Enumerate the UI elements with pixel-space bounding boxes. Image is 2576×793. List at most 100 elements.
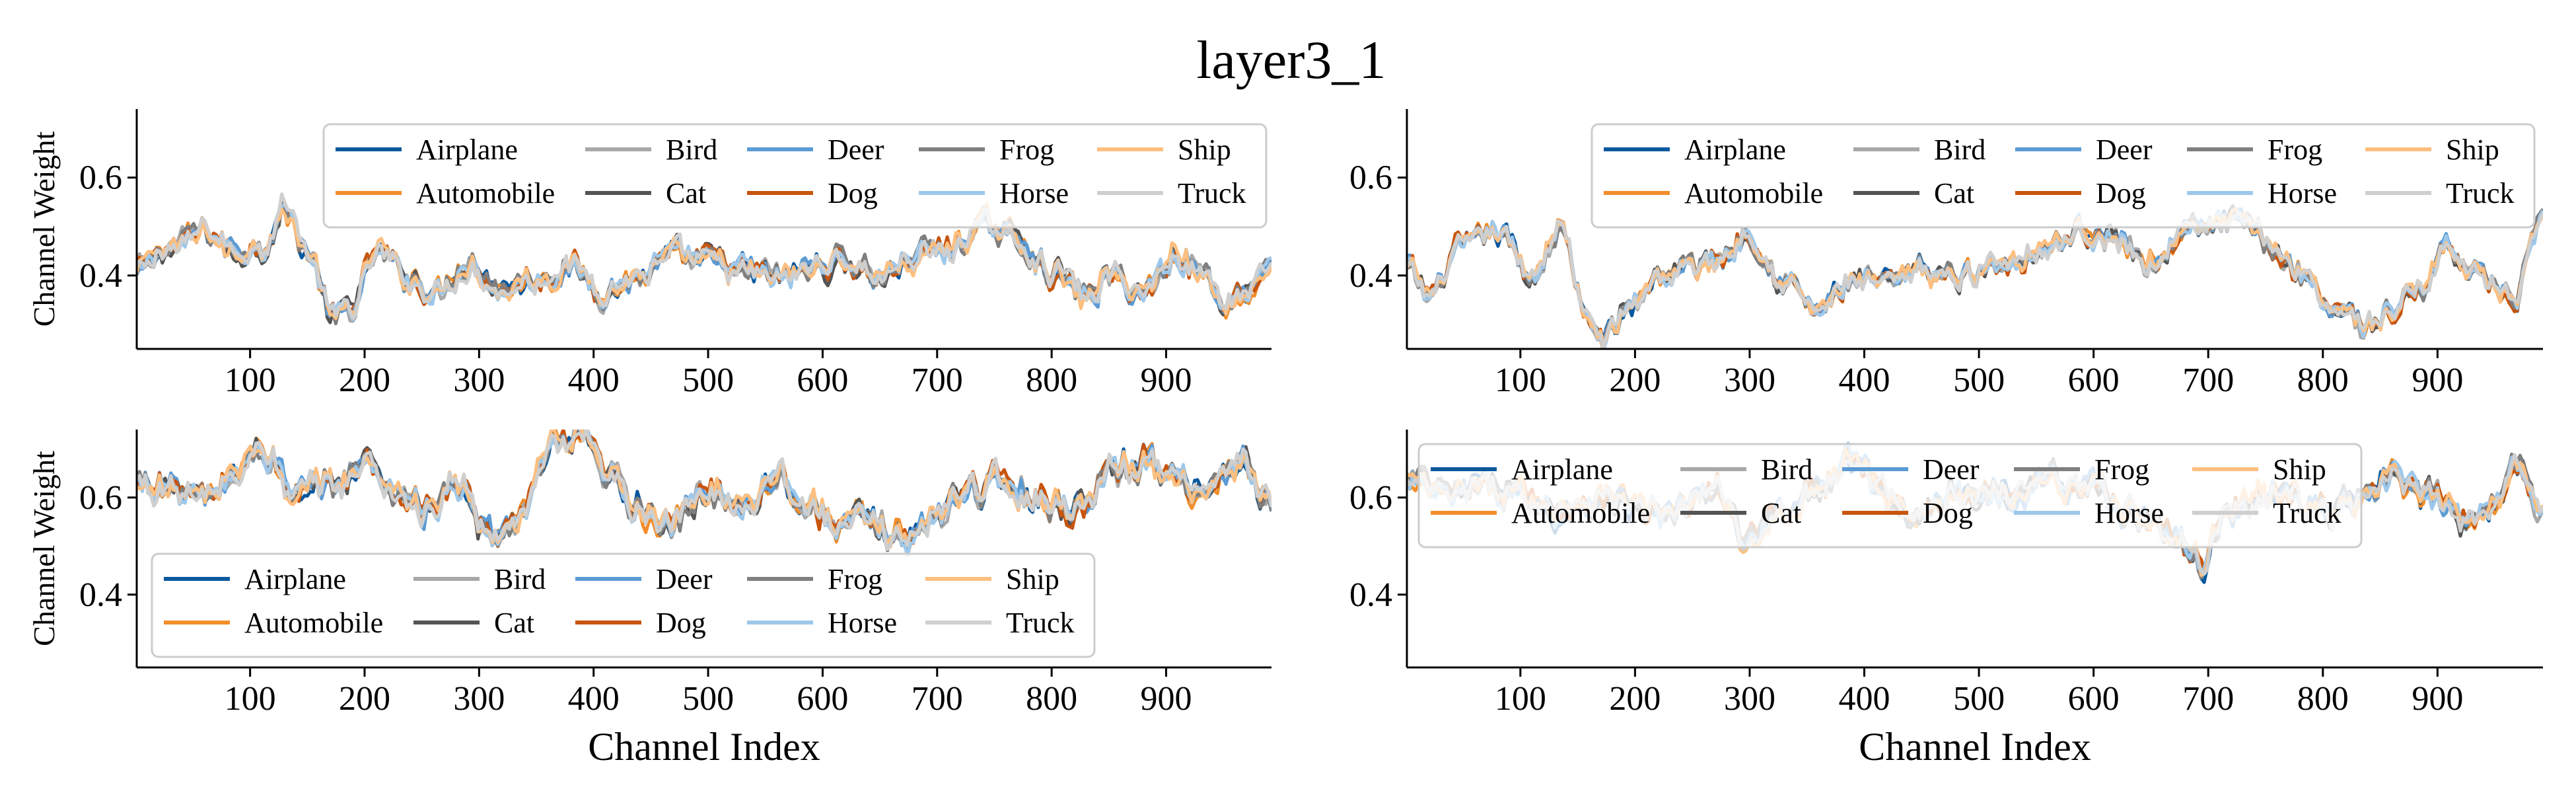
x-tick-label: 700 [912,680,963,718]
series-lines [137,430,1271,558]
legend-frame [1591,123,2536,229]
legend-label-ship: Ship [2446,133,2499,166]
x-tick-label: 300 [1724,361,1775,399]
y-tick-label: 0.4 [79,576,122,614]
subplot-bottom-left: 100 200 300 400 500 600 700 800 900 0.4 0.6 Channel… [27,430,1271,769]
series-line-truck [137,192,1271,320]
legend-label-automobile: Automobile [1684,177,1823,209]
legend-label-airplane: Airplane [1684,133,1786,166]
x-tick-label: 800 [2297,361,2349,399]
x-tick-label: 800 [1026,680,1077,718]
legend-label-horse: Horse [828,607,897,639]
y-tick-label: 0.4 [1349,257,1392,295]
y-axis-label: Channel Weight [27,131,61,326]
y-tick-label: 0.6 [1349,479,1392,517]
legend: Airplane Automobile Bird Cat Deer Dog Frog Hors… [1417,443,2363,548]
x-axis-label: Channel Index [588,725,820,769]
x-tick-label: 900 [1141,361,1192,399]
legend-label-frog: Frog [828,563,882,595]
x-axis-label: Channel Index [1859,725,2091,769]
legend-label-frog: Frog [999,133,1054,166]
legend-label-ship: Ship [1006,563,1059,595]
legend-label-cat: Cat [1934,177,1974,209]
legend-label-dog: Dog [828,177,878,209]
legend-label-deer: Deer [2096,133,2153,166]
legend-frame [322,123,1268,229]
legend: Airplane Automobile Bird Cat Deer Dog Frog Hors… [1591,123,2536,229]
legend-label-automobile: Automobile [1511,497,1650,529]
x-tick-label: 700 [2182,680,2234,718]
x-tick-label: 500 [682,680,734,718]
legend-label-airplane: Airplane [416,133,518,166]
legend-label-truck: Truck [1006,607,1075,639]
x-tick-label: 900 [2412,361,2463,399]
x-tick-label: 700 [2182,361,2234,399]
legend-label-automobile: Automobile [416,177,555,209]
legend: Airplane Automobile Bird Cat Deer Dog Frog Hors… [151,552,1096,658]
legend-label-frog: Frog [2268,133,2322,166]
x-tick-label: 500 [682,361,734,399]
legend-label-ship: Ship [2273,453,2326,486]
x-tick-label: 400 [1839,361,1890,399]
x-tick-label: 200 [339,680,390,718]
subplot-grid: 100 200 300 400 500 600 700 800 900 0.4 0.6 Channel… [27,109,2543,769]
legend-label-bird: Bird [1761,453,1812,486]
legend-label-airplane: Airplane [1511,453,1613,486]
x-tick-label: 600 [2068,361,2120,399]
x-tick-label: 700 [912,361,963,399]
legend-label-deer: Deer [656,563,713,595]
legend-label-truck: Truck [1178,177,1246,209]
legend-label-truck: Truck [2273,497,2342,529]
series-line-truck [1407,209,2543,349]
x-tick-label: 200 [339,361,390,399]
x-tick-label: 100 [225,361,276,399]
series-lines [1407,204,2543,349]
subplot-top-left: 100 200 300 400 500 600 700 800 900 0.4 0.6 Channel… [27,109,1271,399]
legend-label-automobile: Automobile [244,607,383,639]
x-tick-label: 300 [1724,680,1775,718]
x-tick-label: 200 [1609,361,1661,399]
x-tick-label: 900 [2412,680,2463,718]
legend-label-bird: Bird [494,563,546,595]
y-tick-label: 0.6 [79,479,122,517]
x-tick-label: 500 [1953,361,2005,399]
y-axis-label: Channel Weight [27,451,61,646]
x-tick-label: 300 [453,680,505,718]
y-tick-label: 0.6 [1349,159,1392,197]
x-tick-label: 300 [453,361,505,399]
legend-label-horse: Horse [2094,497,2164,529]
y-tick-label: 0.4 [79,257,122,295]
series-lines [137,192,1271,326]
legend-label-deer: Deer [1923,453,1980,486]
legend-label-ship: Ship [1178,133,1231,166]
x-tick-label: 400 [568,361,620,399]
legend-label-horse: Horse [999,177,1069,209]
legend-frame [151,552,1096,658]
x-tick-label: 600 [797,361,848,399]
legend-label-dog: Dog [656,607,706,639]
series-line-ship [137,430,1271,547]
legend-label-cat: Cat [666,177,706,209]
figure-title: layer3_1 [1197,30,1386,90]
legend-label-bird: Bird [666,133,717,166]
x-tick-label: 100 [1495,361,1546,399]
x-tick-label: 600 [797,680,848,718]
legend-label-airplane: Airplane [244,563,346,595]
legend-label-deer: Deer [828,133,884,166]
x-tick-label: 400 [1839,680,1890,718]
y-tick-label: 0.6 [79,159,122,197]
legend-label-frog: Frog [2094,453,2149,486]
subplot-top-right: 100 200 300 400 500 600 700 800 900 0.4 0.6 Airplan… [1349,109,2543,399]
legend-label-dog: Dog [2096,177,2146,209]
legend-label-cat: Cat [494,607,534,639]
x-tick-label: 100 [1495,680,1546,718]
x-tick-label: 500 [1953,680,2005,718]
x-tick-label: 800 [2297,680,2349,718]
legend-label-dog: Dog [1923,497,1973,529]
legend-label-horse: Horse [2268,177,2337,209]
y-tick-label: 0.4 [1349,576,1392,614]
subplot-bottom-right: 100 200 300 400 500 600 700 800 900 0.4 0.6 Channel… [1349,430,2543,769]
x-tick-label: 600 [2068,680,2120,718]
x-tick-label: 400 [568,680,620,718]
